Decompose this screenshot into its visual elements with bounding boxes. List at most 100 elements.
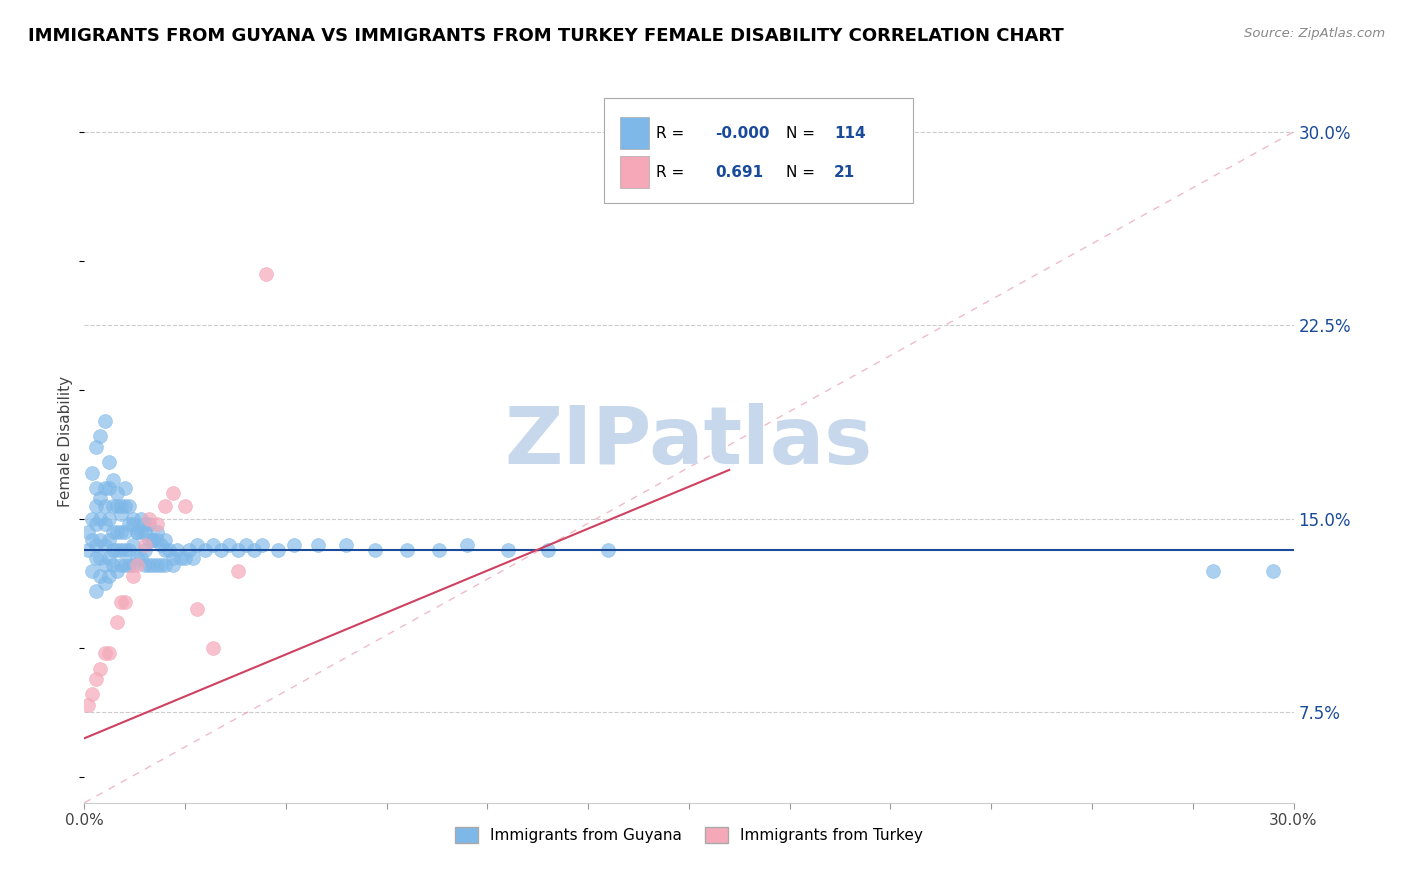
Point bbox=[138, 517, 160, 532]
Point bbox=[125, 558, 148, 573]
Point bbox=[162, 550, 184, 565]
Point bbox=[129, 512, 152, 526]
Point bbox=[89, 533, 111, 547]
Text: R =: R = bbox=[657, 126, 689, 141]
Point bbox=[93, 517, 115, 532]
Point bbox=[105, 615, 128, 630]
Point bbox=[166, 542, 188, 557]
Point bbox=[97, 455, 120, 469]
Point bbox=[121, 558, 143, 573]
Point bbox=[1202, 564, 1225, 578]
Point bbox=[114, 524, 136, 539]
Point bbox=[97, 646, 120, 660]
Point bbox=[1263, 564, 1285, 578]
FancyBboxPatch shape bbox=[620, 156, 650, 188]
Point bbox=[129, 550, 152, 565]
Point bbox=[134, 558, 156, 573]
Point bbox=[283, 538, 305, 552]
Point bbox=[118, 558, 141, 573]
Point bbox=[202, 640, 225, 655]
Point bbox=[395, 542, 418, 557]
Text: -0.000: -0.000 bbox=[716, 126, 770, 141]
Point bbox=[110, 594, 132, 608]
Point bbox=[134, 538, 156, 552]
Point bbox=[121, 517, 143, 532]
Point bbox=[93, 499, 115, 513]
Point bbox=[125, 524, 148, 539]
Point bbox=[194, 542, 217, 557]
Point bbox=[89, 568, 111, 582]
Point bbox=[77, 542, 100, 557]
Point bbox=[267, 542, 290, 557]
Point bbox=[105, 542, 128, 557]
Point bbox=[114, 542, 136, 557]
Point bbox=[86, 440, 108, 454]
Point bbox=[97, 568, 120, 582]
Text: 114: 114 bbox=[834, 126, 866, 141]
Point bbox=[110, 524, 132, 539]
Point bbox=[86, 672, 108, 686]
Point bbox=[186, 538, 208, 552]
Point bbox=[142, 533, 165, 547]
Point bbox=[138, 512, 160, 526]
FancyBboxPatch shape bbox=[605, 98, 912, 203]
Point bbox=[118, 499, 141, 513]
Point bbox=[181, 550, 204, 565]
Point bbox=[114, 558, 136, 573]
Point bbox=[101, 499, 124, 513]
Point bbox=[202, 538, 225, 552]
Point bbox=[110, 558, 132, 573]
Point bbox=[149, 558, 172, 573]
Point bbox=[110, 507, 132, 521]
Point bbox=[82, 466, 104, 480]
Point bbox=[105, 499, 128, 513]
Point bbox=[146, 517, 169, 532]
Point bbox=[86, 481, 108, 495]
Point bbox=[82, 687, 104, 701]
Point bbox=[209, 542, 232, 557]
Point bbox=[114, 594, 136, 608]
Point bbox=[114, 499, 136, 513]
Point bbox=[97, 550, 120, 565]
Point bbox=[134, 542, 156, 557]
Text: R =: R = bbox=[657, 164, 689, 179]
Point bbox=[138, 558, 160, 573]
Point bbox=[186, 602, 208, 616]
Text: 0.691: 0.691 bbox=[716, 164, 763, 179]
Point bbox=[89, 550, 111, 565]
Point bbox=[121, 568, 143, 582]
Point bbox=[537, 542, 560, 557]
Point bbox=[118, 517, 141, 532]
Point bbox=[97, 512, 120, 526]
Point bbox=[134, 524, 156, 539]
Point bbox=[134, 517, 156, 532]
Point bbox=[174, 499, 197, 513]
Point bbox=[456, 538, 478, 552]
Point bbox=[86, 517, 108, 532]
Point bbox=[335, 538, 357, 552]
Point bbox=[86, 584, 108, 599]
Point bbox=[235, 538, 257, 552]
Point bbox=[125, 550, 148, 565]
Point bbox=[162, 558, 184, 573]
Point bbox=[114, 481, 136, 495]
Point bbox=[496, 542, 519, 557]
Point bbox=[598, 542, 620, 557]
Text: IMMIGRANTS FROM GUYANA VS IMMIGRANTS FROM TURKEY FEMALE DISABILITY CORRELATION C: IMMIGRANTS FROM GUYANA VS IMMIGRANTS FRO… bbox=[28, 27, 1064, 45]
Point bbox=[179, 542, 201, 557]
Point bbox=[89, 429, 111, 443]
Point bbox=[93, 576, 115, 591]
Point bbox=[142, 533, 165, 547]
Point bbox=[86, 550, 108, 565]
Text: Source: ZipAtlas.com: Source: ZipAtlas.com bbox=[1244, 27, 1385, 40]
Point bbox=[97, 533, 120, 547]
Point bbox=[254, 267, 277, 281]
Point bbox=[121, 538, 143, 552]
Text: N =: N = bbox=[786, 126, 820, 141]
Point bbox=[427, 542, 450, 557]
Point bbox=[153, 533, 176, 547]
Point bbox=[153, 542, 176, 557]
Point bbox=[153, 558, 176, 573]
Point bbox=[146, 533, 169, 547]
Point bbox=[93, 481, 115, 495]
